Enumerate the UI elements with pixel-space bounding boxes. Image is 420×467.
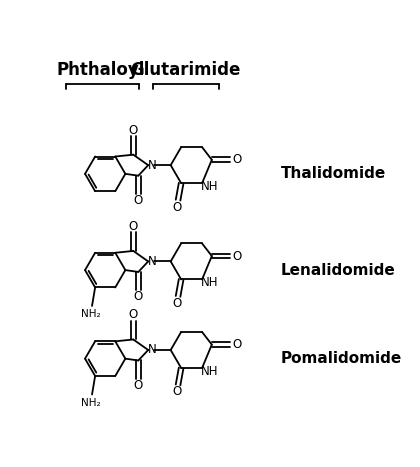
- Text: O: O: [129, 124, 138, 136]
- Text: Lenalidomide: Lenalidomide: [281, 262, 396, 277]
- Text: O: O: [173, 385, 182, 398]
- Text: Phthaloyl: Phthaloyl: [56, 61, 145, 79]
- Text: N: N: [148, 344, 157, 356]
- Text: O: O: [134, 379, 143, 392]
- Text: NH: NH: [201, 365, 218, 377]
- Text: NH: NH: [201, 180, 218, 193]
- Text: O: O: [173, 297, 182, 310]
- Text: Thalidomide: Thalidomide: [281, 166, 386, 181]
- Text: O: O: [129, 308, 138, 321]
- Text: N: N: [148, 255, 157, 268]
- Text: O: O: [134, 194, 143, 207]
- Text: O: O: [173, 200, 182, 213]
- Text: Glutarimide: Glutarimide: [131, 61, 241, 79]
- Text: O: O: [129, 220, 138, 233]
- Text: Pomalidomide: Pomalidomide: [281, 351, 402, 366]
- Text: O: O: [232, 249, 241, 262]
- Text: O: O: [134, 290, 143, 303]
- Text: NH₂: NH₂: [81, 310, 100, 319]
- Text: NH₂: NH₂: [81, 398, 100, 408]
- Text: NH: NH: [201, 276, 218, 289]
- Text: O: O: [232, 338, 241, 351]
- Text: N: N: [148, 159, 157, 172]
- Text: O: O: [232, 153, 241, 166]
